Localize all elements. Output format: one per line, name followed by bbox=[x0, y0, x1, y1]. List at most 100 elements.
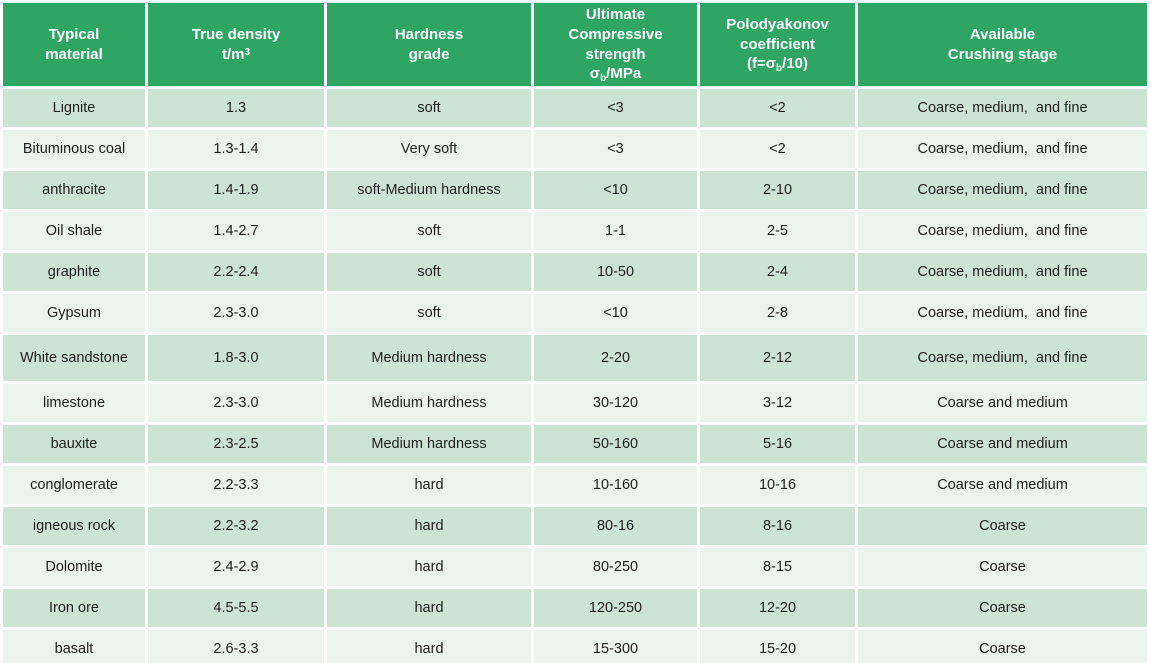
cell-material: limestone bbox=[3, 384, 145, 423]
cell-coefficient: 8-15 bbox=[700, 548, 855, 587]
table-row: Oil shale 1.4-2.7 soft 1-1 2-5 Coarse, m… bbox=[3, 212, 1147, 251]
cell-strength: 50-160 bbox=[534, 425, 697, 464]
cell-density: 2.6-3.3 bbox=[148, 630, 324, 663]
cell-density: 2.4-2.9 bbox=[148, 548, 324, 587]
cell-material: Bituminous coal bbox=[3, 130, 145, 169]
header-hardness-grade: Hardness grade bbox=[327, 3, 531, 87]
header-typical-material: Typical material bbox=[3, 3, 145, 87]
header-label: Crushing stage bbox=[947, 45, 1058, 63]
header-true-density: True density t/m3 bbox=[148, 3, 324, 87]
header-label: material bbox=[45, 45, 103, 63]
header-label: Available bbox=[969, 25, 1036, 43]
cell-hardness: soft bbox=[327, 294, 531, 333]
table-body: Lignite 1.3 soft <3 <2 Coarse, medium, a… bbox=[3, 89, 1147, 663]
header-compressive-strength: Ultimate Compressive strength σb/MPa bbox=[534, 3, 697, 87]
cell-coefficient: 2-8 bbox=[700, 294, 855, 333]
cell-coefficient: 15-20 bbox=[700, 630, 855, 663]
header-label: Compressive bbox=[568, 25, 663, 43]
header-label: strength bbox=[585, 45, 646, 63]
cell-material: Gypsum bbox=[3, 294, 145, 333]
cell-hardness: hard bbox=[327, 507, 531, 546]
cell-stage: Coarse, medium, and fine bbox=[858, 171, 1147, 210]
cell-density: 2.3-3.0 bbox=[148, 294, 324, 333]
cell-material: Dolomite bbox=[3, 548, 145, 587]
header-symbol: σb/MPa bbox=[589, 65, 642, 85]
cell-coefficient: <2 bbox=[700, 89, 855, 128]
cell-strength: 10-50 bbox=[534, 253, 697, 292]
header-symbol: (f=σb/10) bbox=[747, 55, 808, 75]
cell-hardness: Very soft bbox=[327, 130, 531, 169]
cell-density: 1.3-1.4 bbox=[148, 130, 324, 169]
header-label: Typical bbox=[48, 25, 100, 43]
table-row: limestone 2.3-3.0 Medium hardness 30-120… bbox=[3, 384, 1147, 423]
cell-coefficient: 5-16 bbox=[700, 425, 855, 464]
cell-hardness: soft bbox=[327, 212, 531, 251]
cell-stage: Coarse bbox=[858, 589, 1147, 628]
cell-stage: Coarse and medium bbox=[858, 425, 1147, 464]
cell-density: 2.3-2.5 bbox=[148, 425, 324, 464]
cell-strength: 80-250 bbox=[534, 548, 697, 587]
cell-coefficient: 2-5 bbox=[700, 212, 855, 251]
cell-density: 4.5-5.5 bbox=[148, 589, 324, 628]
cell-material: conglomerate bbox=[3, 466, 145, 505]
header-label: grade bbox=[408, 45, 450, 63]
header-label: True density bbox=[191, 25, 281, 43]
cell-material: Lignite bbox=[3, 89, 145, 128]
cell-stage: Coarse bbox=[858, 630, 1147, 663]
header-label: Hardness bbox=[394, 25, 464, 43]
cell-strength: <3 bbox=[534, 130, 697, 169]
cell-strength: 15-300 bbox=[534, 630, 697, 663]
table-row: bauxite 2.3-2.5 Medium hardness 50-160 5… bbox=[3, 425, 1147, 464]
cell-hardness: Medium hardness bbox=[327, 425, 531, 464]
table-row: Bituminous coal 1.3-1.4 Very soft <3 <2 … bbox=[3, 130, 1147, 169]
cell-coefficient: 8-16 bbox=[700, 507, 855, 546]
header-crushing-stage: Available Crushing stage bbox=[858, 3, 1147, 87]
table-row: conglomerate 2.2-3.3 hard 10-160 10-16 C… bbox=[3, 466, 1147, 505]
cell-material: White sandstone bbox=[3, 335, 145, 382]
cell-stage: Coarse, medium, and fine bbox=[858, 335, 1147, 382]
cell-coefficient: 2-12 bbox=[700, 335, 855, 382]
cell-hardness: hard bbox=[327, 466, 531, 505]
header-polodyakonov-coefficient: Polodyakonov coefficient (f=σb/10) bbox=[700, 3, 855, 87]
cell-density: 2.2-3.2 bbox=[148, 507, 324, 546]
cell-strength: 1-1 bbox=[534, 212, 697, 251]
table-row: anthracite 1.4-1.9 soft-Medium hardness … bbox=[3, 171, 1147, 210]
cell-stage: Coarse, medium, and fine bbox=[858, 212, 1147, 251]
cell-material: graphite bbox=[3, 253, 145, 292]
cell-material: igneous rock bbox=[3, 507, 145, 546]
cell-hardness: soft bbox=[327, 253, 531, 292]
header-label: Polodyakonov bbox=[726, 15, 829, 33]
cell-strength: 120-250 bbox=[534, 589, 697, 628]
table-row: White sandstone 1.8-3.0 Medium hardness … bbox=[3, 335, 1147, 382]
cell-stage: Coarse and medium bbox=[858, 466, 1147, 505]
cell-density: 2.3-3.0 bbox=[148, 384, 324, 423]
cell-material: Oil shale bbox=[3, 212, 145, 251]
cell-hardness: hard bbox=[327, 630, 531, 663]
cell-density: 2.2-2.4 bbox=[148, 253, 324, 292]
header-row: Typical material True density t/m3 Hardn… bbox=[3, 3, 1147, 87]
cell-strength: 30-120 bbox=[534, 384, 697, 423]
table-header: Typical material True density t/m3 Hardn… bbox=[3, 3, 1147, 87]
cell-strength: 80-16 bbox=[534, 507, 697, 546]
header-label: coefficient bbox=[739, 35, 815, 53]
table-row: Gypsum 2.3-3.0 soft <10 2-8 Coarse, medi… bbox=[3, 294, 1147, 333]
cell-hardness: hard bbox=[327, 548, 531, 587]
cell-stage: Coarse, medium, and fine bbox=[858, 294, 1147, 333]
table-row: Dolomite 2.4-2.9 hard 80-250 8-15 Coarse bbox=[3, 548, 1147, 587]
cell-coefficient: 12-20 bbox=[700, 589, 855, 628]
cell-hardness: soft-Medium hardness bbox=[327, 171, 531, 210]
table-row: Iron ore 4.5-5.5 hard 120-250 12-20 Coar… bbox=[3, 589, 1147, 628]
cell-material: anthracite bbox=[3, 171, 145, 210]
table-row: graphite 2.2-2.4 soft 10-50 2-4 Coarse, … bbox=[3, 253, 1147, 292]
cell-density: 1.4-2.7 bbox=[148, 212, 324, 251]
cell-stage: Coarse, medium, and fine bbox=[858, 130, 1147, 169]
cell-hardness: soft bbox=[327, 89, 531, 128]
header-label: Ultimate bbox=[585, 6, 646, 23]
cell-stage: Coarse, medium, and fine bbox=[858, 89, 1147, 128]
cell-hardness: Medium hardness bbox=[327, 384, 531, 423]
cell-hardness: hard bbox=[327, 589, 531, 628]
cell-coefficient: 10-16 bbox=[700, 466, 855, 505]
cell-strength: 2-20 bbox=[534, 335, 697, 382]
cell-stage: Coarse and medium bbox=[858, 384, 1147, 423]
